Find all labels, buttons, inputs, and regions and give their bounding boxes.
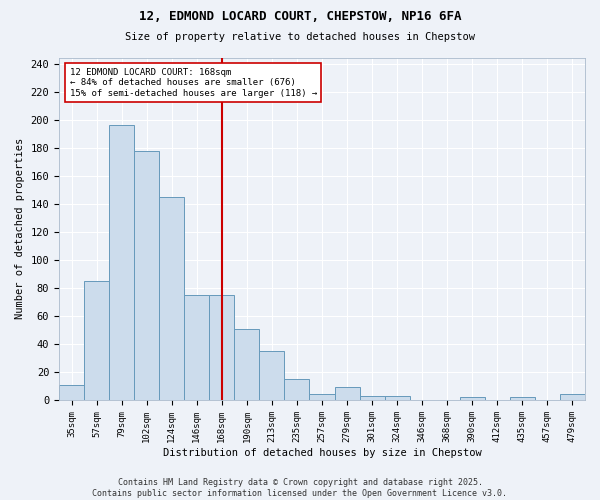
- Text: Size of property relative to detached houses in Chepstow: Size of property relative to detached ho…: [125, 32, 475, 42]
- Y-axis label: Number of detached properties: Number of detached properties: [15, 138, 25, 320]
- Bar: [359, 396, 385, 400]
- Bar: [84, 281, 109, 400]
- Text: 12 EDMOND LOCARD COURT: 168sqm
← 84% of detached houses are smaller (676)
15% of: 12 EDMOND LOCARD COURT: 168sqm ← 84% of …: [70, 68, 317, 98]
- Bar: [134, 151, 159, 400]
- Bar: [310, 394, 335, 400]
- Bar: [59, 384, 84, 400]
- Bar: [510, 397, 535, 400]
- Bar: [560, 394, 585, 400]
- Bar: [159, 198, 184, 400]
- Bar: [209, 295, 235, 400]
- Bar: [335, 388, 359, 400]
- Bar: [284, 379, 310, 400]
- Bar: [235, 328, 259, 400]
- Bar: [460, 397, 485, 400]
- Bar: [259, 351, 284, 400]
- Text: 12, EDMOND LOCARD COURT, CHEPSTOW, NP16 6FA: 12, EDMOND LOCARD COURT, CHEPSTOW, NP16 …: [139, 10, 461, 23]
- Bar: [109, 124, 134, 400]
- Bar: [184, 295, 209, 400]
- X-axis label: Distribution of detached houses by size in Chepstow: Distribution of detached houses by size …: [163, 448, 481, 458]
- Bar: [385, 396, 410, 400]
- Text: Contains HM Land Registry data © Crown copyright and database right 2025.
Contai: Contains HM Land Registry data © Crown c…: [92, 478, 508, 498]
